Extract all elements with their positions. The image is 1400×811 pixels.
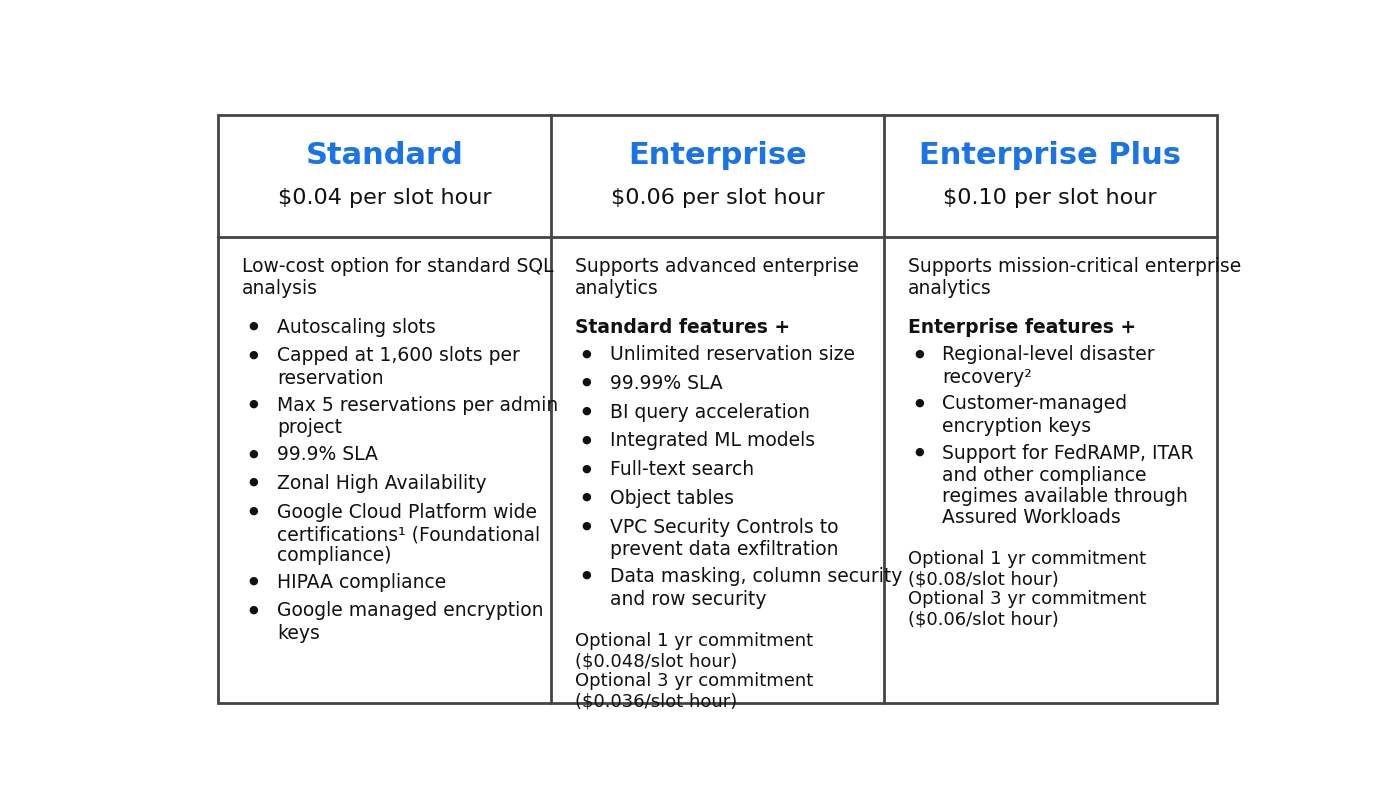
Text: Assured Workloads: Assured Workloads	[942, 507, 1121, 526]
Text: ●: ●	[249, 603, 259, 614]
Text: and row security: and row security	[610, 589, 766, 607]
Text: Optional 1 yr commitment: Optional 1 yr commitment	[575, 631, 813, 650]
Text: BI query acceleration: BI query acceleration	[610, 402, 809, 421]
Text: ●: ●	[914, 397, 924, 407]
Text: compliance): compliance)	[277, 545, 392, 564]
Text: $0.10 per slot hour: $0.10 per slot hour	[944, 188, 1156, 208]
Text: ●: ●	[914, 446, 924, 457]
Text: Autoscaling slots: Autoscaling slots	[277, 317, 435, 336]
Text: Standard: Standard	[305, 141, 463, 170]
Text: ●: ●	[581, 434, 591, 444]
Text: ●: ●	[581, 462, 591, 473]
Text: and other compliance: and other compliance	[942, 466, 1147, 485]
Text: ●: ●	[249, 476, 259, 487]
Text: reservation: reservation	[277, 368, 384, 388]
Text: Capped at 1,600 slots per: Capped at 1,600 slots per	[277, 345, 519, 365]
Text: ●: ●	[249, 398, 259, 408]
Text: analytics: analytics	[575, 279, 659, 298]
Text: analytics: analytics	[907, 279, 991, 298]
Text: regimes available through: regimes available through	[942, 487, 1189, 505]
Text: ●: ●	[249, 320, 259, 330]
Text: ●: ●	[581, 569, 591, 579]
Text: VPC Security Controls to: VPC Security Controls to	[610, 517, 839, 536]
Text: ●: ●	[581, 406, 591, 415]
Text: ($0.06/slot hour): ($0.06/slot hour)	[907, 609, 1058, 628]
Text: ●: ●	[249, 448, 259, 457]
Text: $0.04 per slot hour: $0.04 per slot hour	[279, 188, 491, 208]
Text: $0.06 per slot hour: $0.06 per slot hour	[610, 188, 825, 208]
Text: ($0.08/slot hour): ($0.08/slot hour)	[907, 569, 1058, 587]
Text: ($0.036/slot hour): ($0.036/slot hour)	[575, 691, 738, 709]
Text: ($0.048/slot hour): ($0.048/slot hour)	[575, 651, 738, 669]
Text: ●: ●	[249, 575, 259, 585]
Text: Optional 3 yr commitment: Optional 3 yr commitment	[907, 590, 1147, 607]
Text: Enterprise: Enterprise	[629, 141, 806, 170]
Text: Optional 3 yr commitment: Optional 3 yr commitment	[575, 672, 813, 689]
Text: encryption keys: encryption keys	[942, 416, 1092, 436]
Text: Integrated ML models: Integrated ML models	[610, 431, 815, 450]
Text: recovery²: recovery²	[942, 367, 1032, 386]
Text: 99.99% SLA: 99.99% SLA	[610, 373, 722, 393]
Text: 99.9% SLA: 99.9% SLA	[277, 444, 378, 464]
Text: Google managed encryption: Google managed encryption	[277, 601, 543, 620]
Text: keys: keys	[277, 623, 319, 642]
Text: Enterprise features +: Enterprise features +	[907, 317, 1135, 336]
Text: Regional-level disaster: Regional-level disaster	[942, 345, 1155, 363]
Text: Object tables: Object tables	[610, 488, 734, 507]
Text: project: project	[277, 418, 342, 436]
Text: Low-cost option for standard SQL: Low-cost option for standard SQL	[242, 256, 554, 276]
Text: ●: ●	[581, 520, 591, 530]
Text: Optional 1 yr commitment: Optional 1 yr commitment	[907, 549, 1145, 568]
Text: prevent data exfiltration: prevent data exfiltration	[610, 539, 839, 559]
Text: ●: ●	[581, 491, 591, 501]
Text: ●: ●	[581, 348, 591, 358]
Text: Unlimited reservation size: Unlimited reservation size	[610, 345, 855, 363]
Text: Max 5 reservations per admin: Max 5 reservations per admin	[277, 395, 559, 414]
Text: Data masking, column security: Data masking, column security	[610, 566, 902, 586]
Text: ●: ●	[249, 505, 259, 515]
Text: Support for FedRAMP, ITAR: Support for FedRAMP, ITAR	[942, 444, 1194, 462]
Text: ●: ●	[249, 349, 259, 359]
Text: Full-text search: Full-text search	[610, 460, 753, 478]
Text: Zonal High Availability: Zonal High Availability	[277, 474, 487, 492]
Text: Standard features +: Standard features +	[575, 317, 790, 336]
Text: Enterprise Plus: Enterprise Plus	[920, 141, 1182, 170]
Text: ●: ●	[581, 376, 591, 387]
Text: analysis: analysis	[242, 279, 318, 298]
Text: certifications¹ (Foundational: certifications¹ (Foundational	[277, 525, 540, 543]
Text: HIPAA compliance: HIPAA compliance	[277, 572, 447, 591]
Text: Supports mission-critical enterprise: Supports mission-critical enterprise	[907, 256, 1240, 276]
Text: Supports advanced enterprise: Supports advanced enterprise	[575, 256, 858, 276]
Text: Google Cloud Platform wide: Google Cloud Platform wide	[277, 502, 538, 521]
Text: ●: ●	[914, 348, 924, 358]
Text: Customer-managed: Customer-managed	[942, 394, 1127, 413]
